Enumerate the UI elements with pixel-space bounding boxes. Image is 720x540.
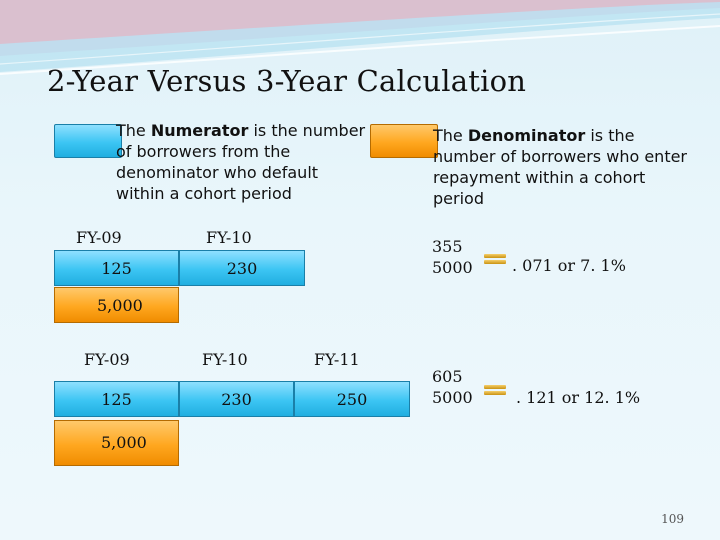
numerator-term: Numerator: [150, 121, 249, 140]
two-year-numerator-fy09-value: 125: [101, 258, 132, 278]
two-year-label-fy09: FY-09: [76, 228, 122, 247]
two-year-denominator-value: 5,000: [97, 295, 143, 315]
decorative-header-swoosh: [0, 0, 720, 75]
three-year-numerator-fy09-value: 125: [101, 389, 132, 409]
three-year-numerator-fy09: 125: [54, 381, 179, 417]
three-year-label-fy10: FY-10: [202, 350, 248, 369]
two-year-numerator-fy10-value: 230: [226, 258, 258, 278]
equals-icon: [484, 254, 506, 268]
denominator-term: Denominator: [467, 126, 586, 145]
three-year-numerator-fy10-value: 230: [221, 389, 252, 409]
denominator-legend-swatch: [370, 124, 438, 158]
page-title: 2-Year Versus 3-Year Calculation: [47, 64, 527, 98]
numerator-description: The Numerator is the number of borrowers…: [116, 121, 366, 203]
three-year-fraction-denominator: 5000: [432, 388, 473, 407]
three-year-numerator-fy10: 230: [179, 381, 294, 417]
two-year-fraction-denominator: 5000: [432, 258, 473, 277]
three-year-denominator: 5,000: [54, 420, 179, 466]
two-year-denominator: 5,000: [54, 287, 179, 323]
two-year-numerator-fy10: 230: [179, 250, 305, 286]
two-year-label-fy10: FY-10: [206, 228, 252, 247]
equals-icon: [484, 385, 506, 399]
three-year-result: . 121 or 12. 1%: [516, 388, 641, 407]
three-year-label-fy11: FY-11: [314, 350, 360, 369]
numerator-legend-swatch: [54, 124, 122, 158]
three-year-fraction: 605 5000: [432, 366, 473, 408]
two-year-fraction: 355 5000: [432, 236, 473, 278]
two-year-fraction-numerator: 355: [432, 237, 463, 256]
page-number: 109: [661, 512, 684, 526]
three-year-label-fy09: FY-09: [84, 350, 130, 369]
two-year-result: . 071 or 7. 1%: [512, 256, 626, 275]
three-year-fraction-numerator: 605: [432, 367, 463, 386]
three-year-numerator-fy11: 250: [294, 381, 410, 417]
three-year-denominator-value: 5,000: [101, 433, 147, 452]
denominator-description: The Denominator is the number of borrowe…: [433, 126, 688, 208]
three-year-numerator-fy11-value: 250: [336, 389, 368, 409]
two-year-numerator-fy09: 125: [54, 250, 179, 286]
